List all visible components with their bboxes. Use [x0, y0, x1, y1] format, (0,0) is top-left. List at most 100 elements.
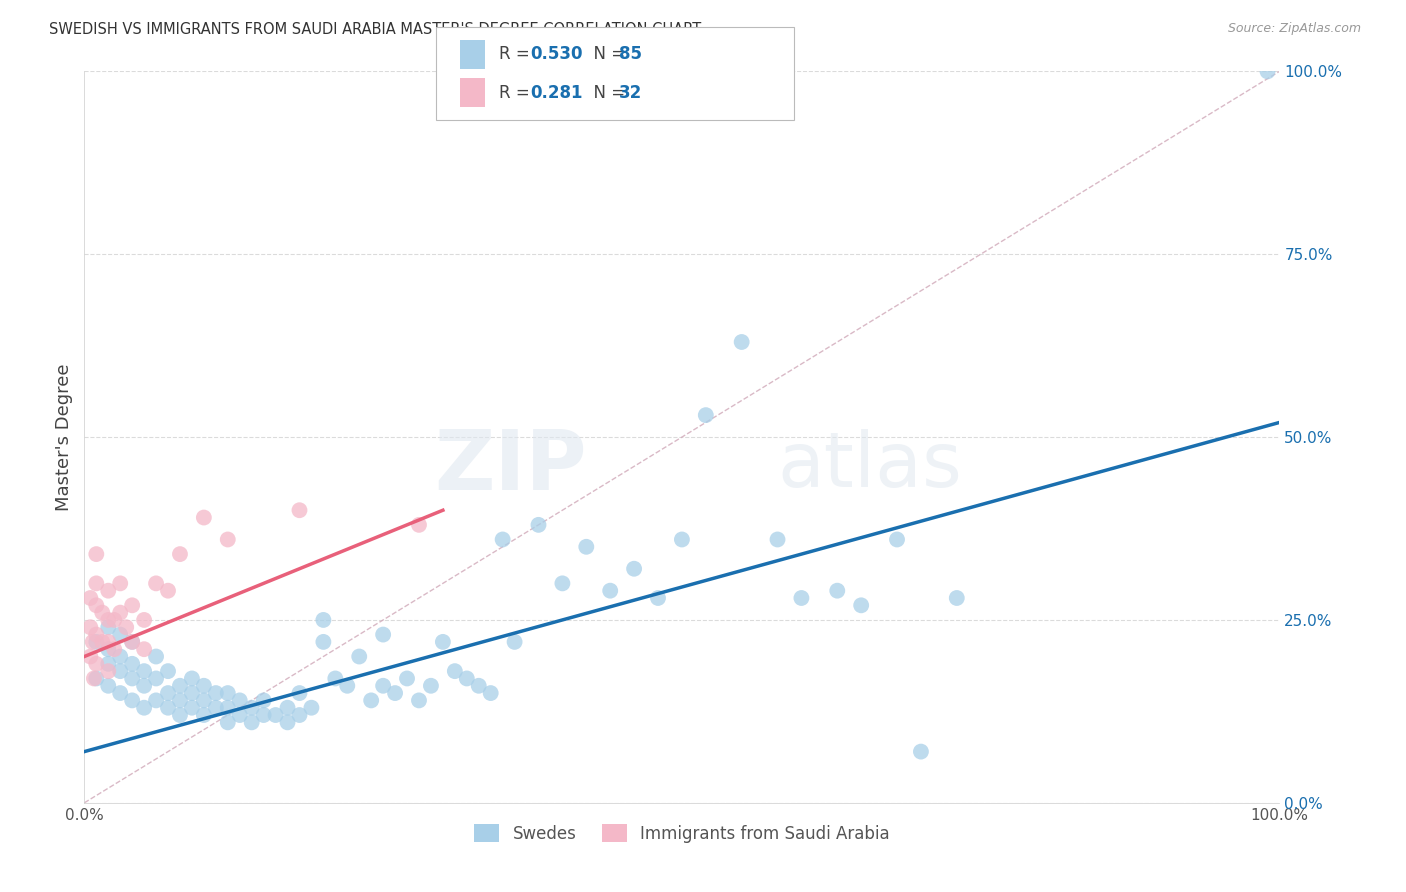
Point [301, 700, 323, 714]
Point [132, 642, 156, 657]
Point [132, 613, 156, 627]
Point [946, 591, 969, 605]
Point [121, 599, 143, 613]
Point [97, 664, 120, 678]
Point [86, 635, 108, 649]
Point [312, 635, 335, 649]
Point [851, 599, 873, 613]
Point [910, 745, 932, 759]
Point [671, 533, 693, 547]
Text: 0.530: 0.530 [530, 45, 582, 63]
Point [217, 700, 239, 714]
Point [217, 533, 239, 547]
Point [86, 657, 108, 671]
Point [103, 642, 125, 657]
Point [325, 672, 347, 686]
Point [97, 642, 120, 657]
Point [145, 672, 167, 686]
Point [205, 686, 228, 700]
Text: R =: R = [499, 84, 536, 102]
Point [527, 517, 550, 532]
Point [97, 620, 120, 634]
Text: N =: N = [583, 84, 631, 102]
Point [169, 693, 191, 707]
Point [86, 672, 108, 686]
Point [623, 562, 645, 576]
Point [97, 583, 120, 598]
Point [110, 649, 132, 664]
Text: ZIP: ZIP [434, 425, 586, 507]
Point [121, 635, 143, 649]
Text: 32: 32 [619, 84, 643, 102]
Point [132, 679, 156, 693]
Point [827, 583, 849, 598]
Text: Source: ZipAtlas.com: Source: ZipAtlas.com [1227, 22, 1361, 36]
Point [82, 635, 104, 649]
Point [110, 627, 132, 641]
Point [169, 708, 191, 723]
Point [79, 591, 101, 605]
Point [86, 599, 108, 613]
Point [277, 715, 299, 730]
Point [110, 664, 132, 678]
Point [97, 635, 120, 649]
Point [336, 679, 359, 693]
Point [360, 693, 382, 707]
Point [193, 708, 215, 723]
Point [91, 606, 114, 620]
Point [79, 620, 101, 634]
Point [277, 700, 299, 714]
Point [396, 672, 419, 686]
Point [253, 708, 276, 723]
Point [408, 517, 430, 532]
Point [97, 613, 120, 627]
Point [145, 576, 167, 591]
Point [766, 533, 789, 547]
Point [157, 686, 180, 700]
Point [169, 547, 191, 561]
Point [157, 700, 180, 714]
Point [115, 620, 138, 634]
Point [181, 700, 204, 714]
Point [264, 708, 287, 723]
Point [217, 715, 239, 730]
Point [229, 708, 252, 723]
Point [575, 540, 598, 554]
Point [503, 635, 526, 649]
Point [86, 576, 108, 591]
Point [1257, 64, 1279, 78]
Point [132, 664, 156, 678]
Point [86, 547, 108, 561]
Point [312, 613, 335, 627]
Point [169, 679, 191, 693]
Point [145, 649, 167, 664]
Point [132, 700, 156, 714]
Point [121, 657, 143, 671]
Point [181, 672, 204, 686]
Point [193, 679, 215, 693]
Legend: Swedes, Immigrants from Saudi Arabia: Swedes, Immigrants from Saudi Arabia [468, 818, 896, 849]
Point [408, 693, 430, 707]
Point [110, 606, 132, 620]
Point [444, 664, 467, 678]
Point [103, 613, 125, 627]
Point [121, 672, 143, 686]
Point [86, 627, 108, 641]
Point [157, 664, 180, 678]
Point [229, 693, 252, 707]
Point [384, 686, 406, 700]
Point [121, 635, 143, 649]
Point [205, 700, 228, 714]
Text: 85: 85 [619, 45, 641, 63]
Point [181, 686, 204, 700]
Point [599, 583, 621, 598]
Point [193, 510, 215, 524]
Point [731, 334, 754, 349]
Point [91, 635, 114, 649]
Point [288, 503, 311, 517]
Point [886, 533, 908, 547]
Point [217, 686, 239, 700]
Point [456, 672, 478, 686]
Text: 0.281: 0.281 [530, 84, 582, 102]
Point [790, 591, 813, 605]
